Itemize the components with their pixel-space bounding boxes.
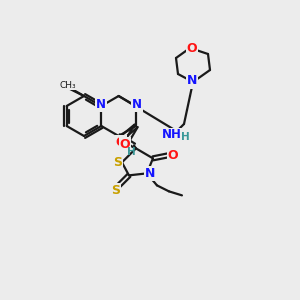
Text: O: O xyxy=(187,41,197,55)
Text: H: H xyxy=(181,132,189,142)
Text: O: O xyxy=(120,138,130,151)
Text: CH₃: CH₃ xyxy=(60,80,76,89)
Text: H: H xyxy=(127,147,135,158)
Text: S: S xyxy=(111,184,120,197)
Text: S: S xyxy=(113,156,122,169)
Text: N: N xyxy=(132,98,142,112)
Text: N: N xyxy=(187,74,197,88)
Text: O: O xyxy=(168,149,178,162)
Text: N: N xyxy=(96,98,106,112)
Text: O: O xyxy=(116,136,126,148)
Text: N: N xyxy=(145,167,155,180)
Text: NH: NH xyxy=(162,128,182,142)
